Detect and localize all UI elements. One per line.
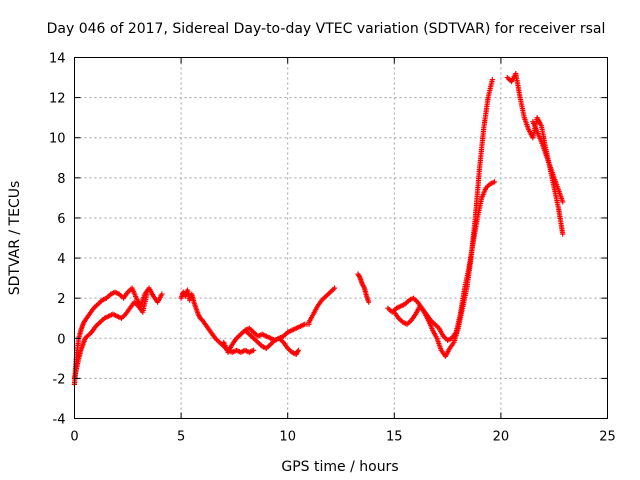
y-tick-label: 12 [49, 92, 66, 107]
x-tick-label: 0 [70, 430, 78, 445]
x-tick-label: 5 [177, 430, 185, 445]
y-tick-label: 4 [57, 252, 65, 267]
y-tick-label: -4 [53, 413, 66, 428]
data-point [332, 285, 338, 291]
y-tick-labels: -4 -2 0 2 4 6 8 10 12 14 [49, 52, 66, 428]
y-tick-label: 6 [57, 212, 65, 227]
data-point [560, 231, 566, 237]
y-tick-label: 0 [57, 332, 65, 347]
y-tick-label: 14 [49, 52, 66, 67]
y-axis-title: SDTVAR / TECUs [7, 181, 23, 296]
data-point [250, 347, 257, 353]
chart-title: Day 046 of 2017, Sidereal Day-to-day VTE… [47, 21, 606, 37]
axis-ticks [74, 57, 608, 419]
y-tick-label: 8 [57, 172, 65, 187]
x-tick-label: 20 [493, 430, 510, 445]
data-point [560, 199, 566, 205]
series-points [71, 291, 150, 381]
plot-area-border [74, 57, 608, 419]
x-tick-label: 25 [599, 430, 616, 445]
grid [74, 57, 608, 419]
x-axis-title: GPS time / hours [281, 459, 398, 475]
y-tick-label: 10 [49, 132, 66, 147]
data-point [491, 179, 498, 185]
series-points [242, 327, 301, 357]
data-point [83, 334, 89, 340]
data-point [489, 76, 495, 83]
series-points [504, 70, 566, 237]
x-tick-label: 15 [386, 430, 403, 445]
series-points [391, 76, 495, 359]
series-points [530, 119, 566, 205]
series-points [178, 287, 257, 355]
data-point [366, 299, 372, 305]
x-tick-label: 10 [279, 430, 296, 445]
series-points [385, 179, 498, 343]
x-tick-labels: 0 5 10 15 20 25 [70, 430, 615, 445]
data-point [144, 291, 150, 297]
y-tick-label: -2 [53, 372, 66, 387]
data-point [295, 347, 301, 353]
data-points [71, 70, 566, 388]
data-point [159, 291, 165, 297]
y-tick-label: 2 [57, 292, 65, 307]
series-points [306, 285, 338, 325]
series-points [355, 271, 372, 305]
